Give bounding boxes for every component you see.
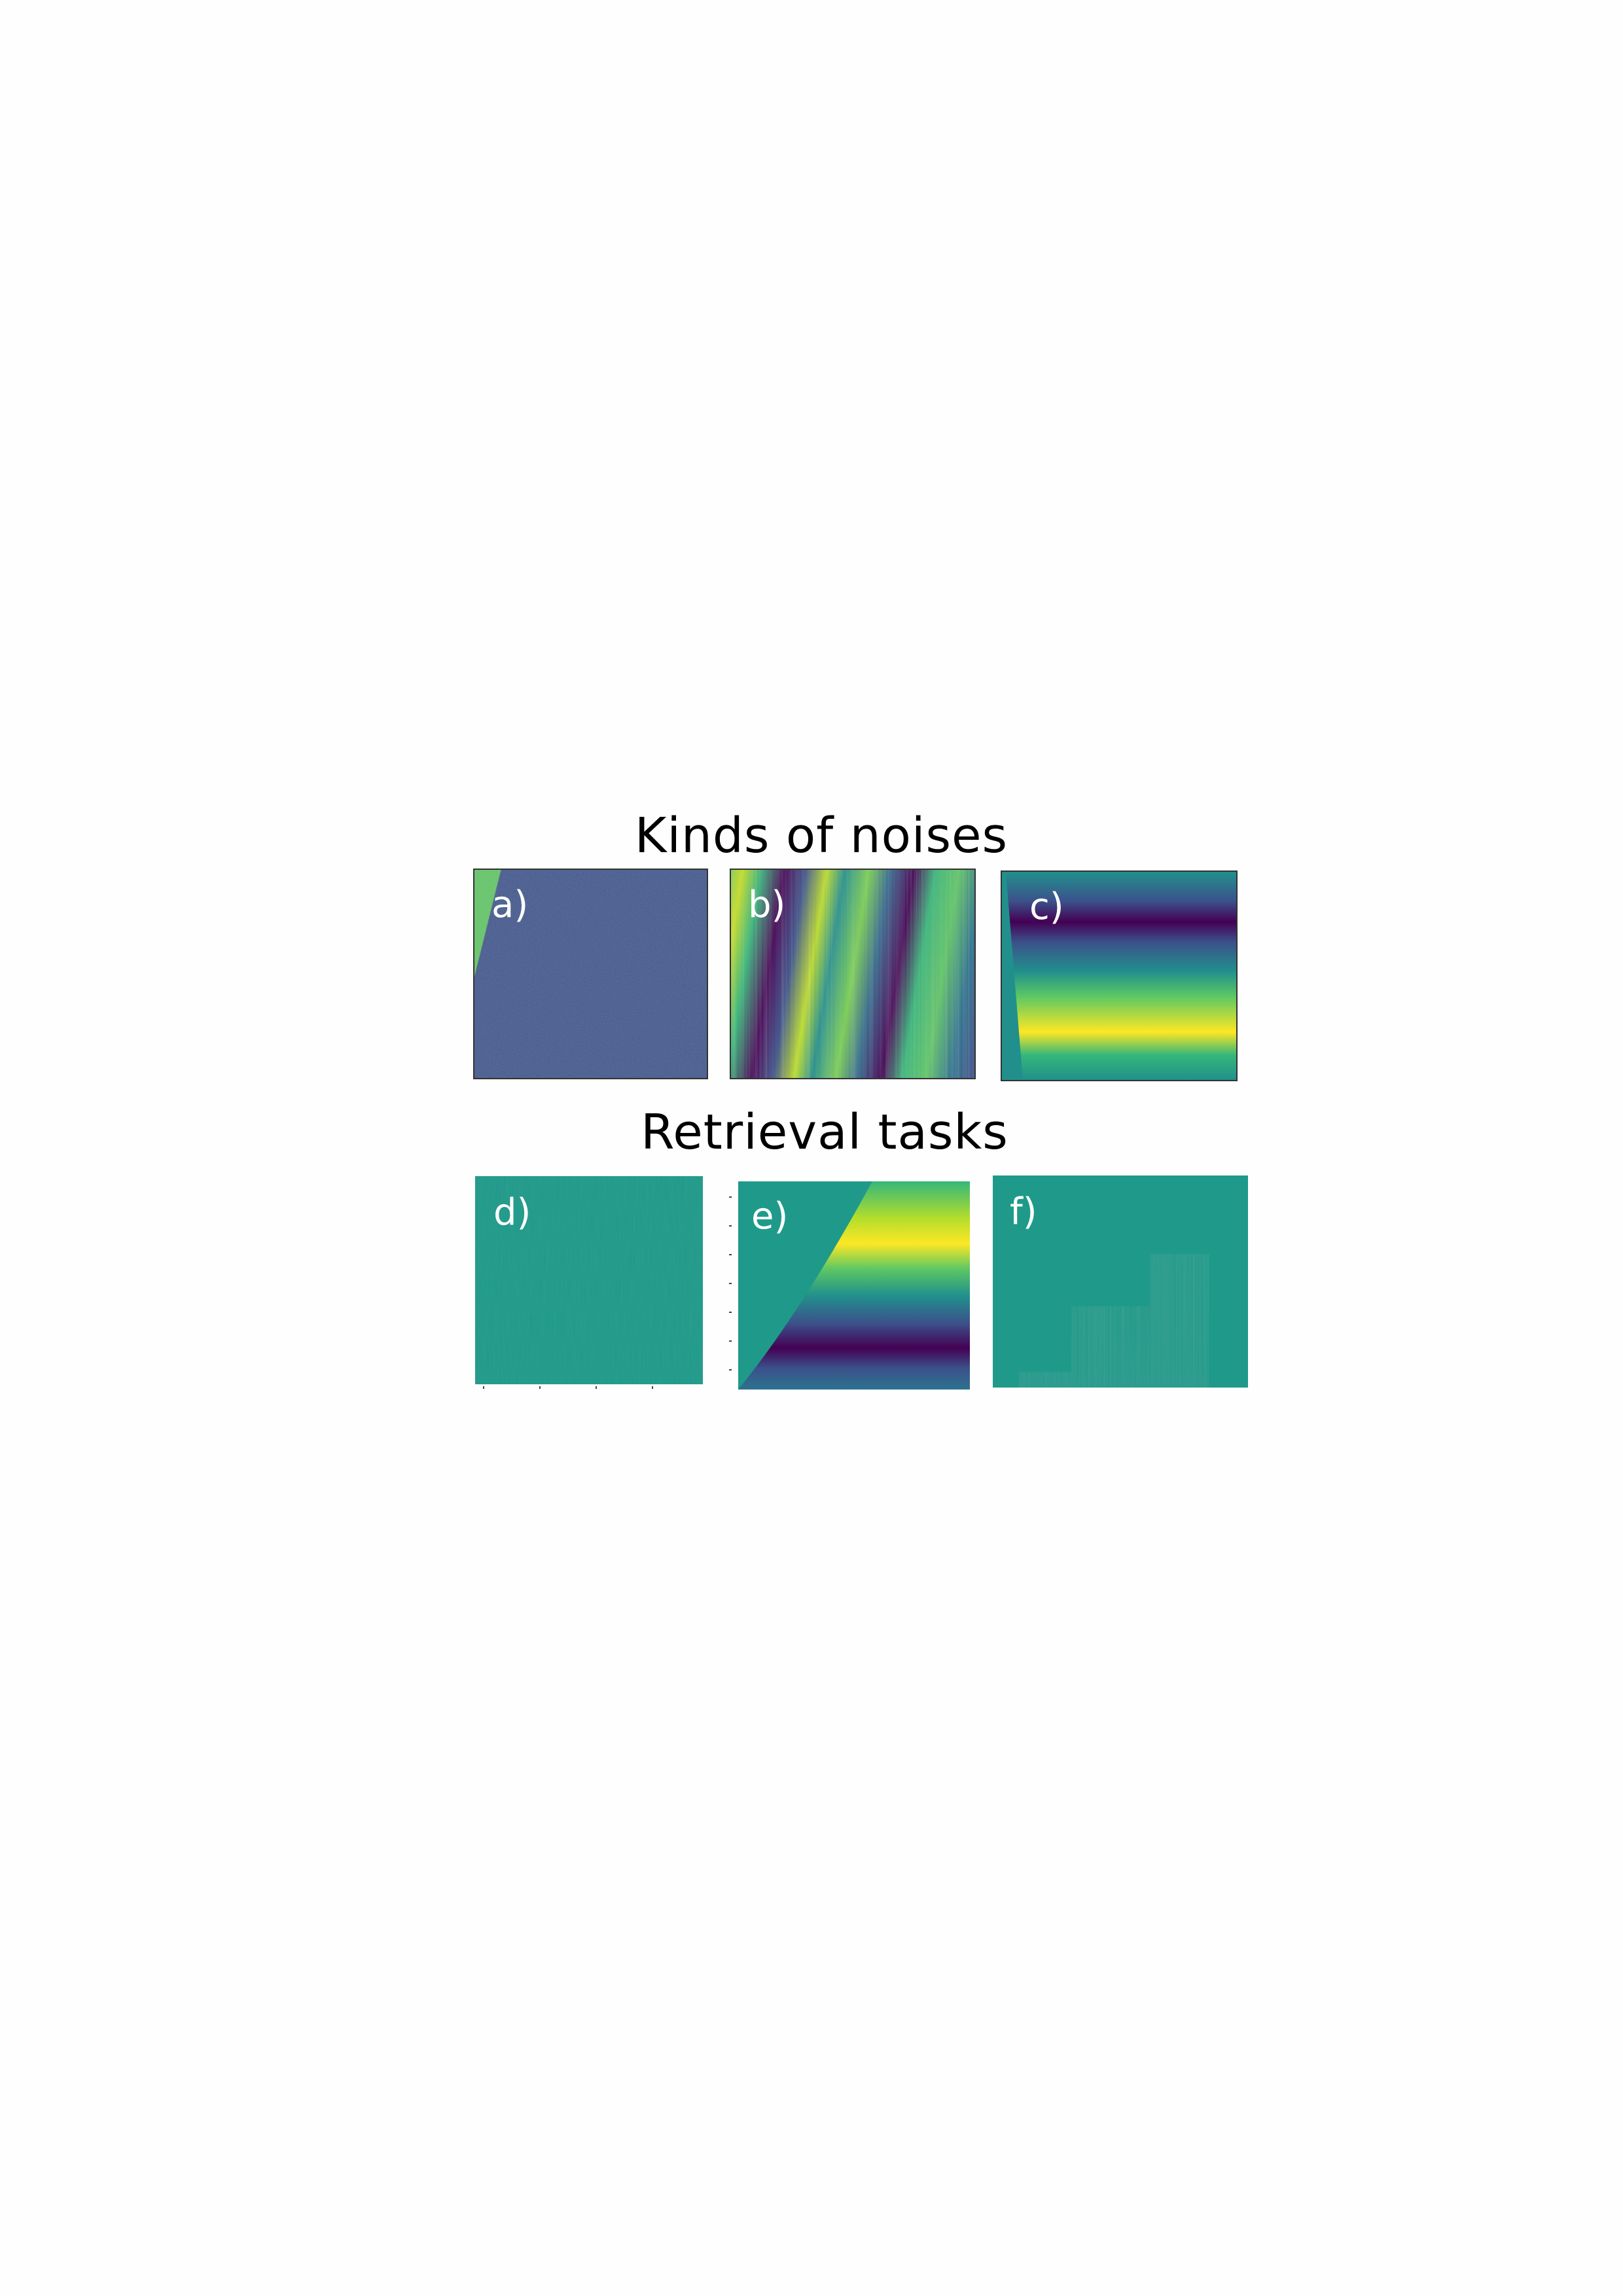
panel-c-noise-image: c)	[1001, 870, 1238, 1081]
panel-a-noise-image: a)	[473, 869, 708, 1079]
panel-e-tick	[729, 1225, 732, 1227]
panel-f-heatmap	[993, 1175, 1248, 1388]
panel-d-label: d)	[493, 1191, 531, 1234]
panel-e-heatmap	[738, 1181, 970, 1390]
panel-f-retrieval-image: f)	[993, 1175, 1248, 1388]
panel-c-label: c)	[1029, 886, 1064, 928]
panel-e-tick	[729, 1283, 732, 1284]
panel-d-tick	[596, 1386, 597, 1389]
panel-b-heatmap	[731, 870, 974, 1078]
panel-e-tick	[729, 1196, 732, 1198]
panel-b-noise-image: b)	[730, 869, 976, 1079]
panel-d-heatmap	[475, 1176, 703, 1384]
panel-a-label: a)	[491, 884, 529, 926]
panel-d-tick	[539, 1386, 541, 1389]
panel-e-tick	[729, 1312, 732, 1313]
panel-a-heatmap	[474, 870, 707, 1078]
panel-f-label: f)	[1010, 1191, 1037, 1233]
section-heading-retrieval: Retrieval tasks	[641, 1104, 1008, 1160]
panel-e-tick	[729, 1369, 732, 1371]
panel-e-tick	[729, 1254, 732, 1255]
panel-b-label: b)	[748, 884, 786, 926]
section-heading-noises: Kinds of noises	[634, 808, 1008, 864]
panel-e-tick	[729, 1340, 732, 1342]
panel-c-heatmap	[1002, 872, 1236, 1080]
panel-d-tick	[483, 1386, 484, 1389]
panel-d-tick	[652, 1386, 653, 1389]
panel-d-retrieval-image: d)	[475, 1176, 703, 1384]
panel-e-label: e)	[751, 1195, 789, 1238]
panel-e-retrieval-image: e)	[738, 1181, 970, 1390]
